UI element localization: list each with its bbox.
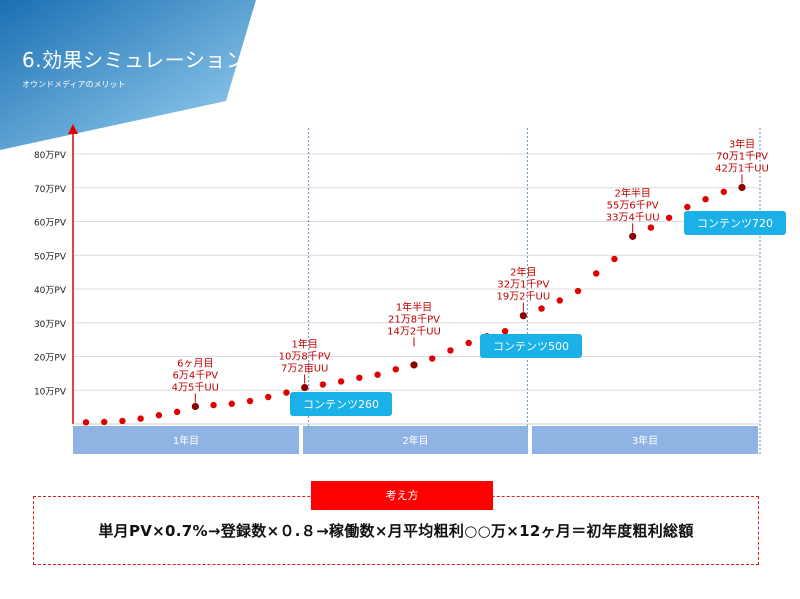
- data-point: [283, 389, 290, 396]
- page-subtitle: オウンドメディアのメリット: [22, 80, 126, 89]
- data-point: [246, 397, 254, 405]
- year-band: [73, 426, 299, 454]
- data-point: [538, 305, 545, 312]
- milestone-label: 70万1千PV: [716, 150, 768, 162]
- y-tick-label: 10万PV: [34, 387, 67, 397]
- y-tick-label: 30万PV: [34, 320, 67, 330]
- content-badge-label: コンテンツ500: [493, 340, 569, 353]
- milestone-label: 32万1千PV: [497, 279, 549, 291]
- year-band-label: 3年目: [632, 434, 658, 447]
- milestone-label: 3年目: [729, 137, 755, 150]
- data-point: [447, 347, 454, 354]
- year-band: [303, 426, 528, 454]
- milestone-label: 6ヶ月目: [177, 357, 213, 369]
- content-badge-label: コンテンツ720: [697, 217, 773, 230]
- content-badge-label: コンテンツ260: [303, 398, 379, 411]
- y-tick-label: 80万PV: [34, 151, 67, 161]
- milestone-label: 1年半目: [396, 300, 432, 313]
- formula-text: 単月PV×0.7%→登録数×０.８→稼働数×月平均粗利○○万×12ヶ月＝初年度粗…: [98, 522, 694, 540]
- milestone-label: 21万8千PV: [388, 313, 440, 325]
- y-tick-label: 70万PV: [34, 185, 67, 195]
- milestone-point: [191, 402, 199, 411]
- data-point: [210, 401, 217, 409]
- milestone-label: 55万6千PV: [607, 199, 659, 211]
- milestone-label: 4万5千UU: [172, 381, 219, 393]
- data-point: [684, 203, 691, 211]
- data-point: [556, 297, 563, 304]
- milestone-point: [410, 361, 418, 369]
- y-tick-label: 40万PV: [34, 286, 67, 296]
- milestone-label: 2年半目: [614, 186, 650, 199]
- data-point: [574, 287, 582, 295]
- data-point: [173, 408, 181, 416]
- data-point: [356, 374, 363, 381]
- data-point: [337, 378, 345, 385]
- content-badge: [684, 211, 786, 235]
- milestone-point: [738, 183, 746, 192]
- data-point: [702, 196, 709, 203]
- data-point: [501, 327, 509, 335]
- milestone-label: 1年目: [291, 338, 317, 351]
- data-point: [319, 381, 327, 388]
- data-point: [665, 214, 673, 221]
- data-point: [647, 224, 655, 231]
- milestone-point: [301, 383, 309, 392]
- header-banner: [0, 0, 256, 150]
- data-point: [155, 412, 163, 419]
- data-point: [374, 371, 381, 378]
- milestone-label: 42万1千UU: [715, 162, 769, 174]
- milestone-label: 2年目: [510, 266, 536, 279]
- y-axis-arrow: [68, 124, 78, 134]
- milestone-label: 19万2千UU: [496, 291, 550, 303]
- data-point: [593, 270, 600, 277]
- page-title: 6.効果シミュレーション: [22, 48, 247, 72]
- milestone-label: 7万2亩UU: [281, 362, 328, 375]
- year-band-label: 2年目: [402, 434, 428, 447]
- data-point: [228, 400, 235, 407]
- y-tick-label: 60万PV: [34, 219, 67, 229]
- data-point: [101, 418, 108, 426]
- y-tick-label: 20万PV: [34, 354, 67, 364]
- data-point: [720, 188, 727, 195]
- data-point: [119, 417, 126, 425]
- data-point: [265, 393, 272, 401]
- data-point: [429, 355, 436, 362]
- y-tick-label: 50万PV: [34, 252, 67, 262]
- pv-simulation-chart: 10万PV 20万PV 30万PV 40万PV 50万PV 60万PV 70万PV 80万PV…: [34, 124, 786, 454]
- data-point: [392, 366, 399, 373]
- content-badge: [290, 392, 392, 416]
- year-band-label: 1年目: [173, 434, 199, 447]
- content-badge: [480, 334, 582, 358]
- milestone-label: 6万4千PV: [173, 369, 219, 381]
- data-point: [465, 339, 472, 347]
- year-band: [532, 426, 758, 454]
- data-point: [82, 419, 90, 426]
- formula-tab: 考え方: [311, 481, 493, 510]
- milestone-point: [629, 232, 637, 240]
- data-point: [137, 415, 144, 422]
- milestone-label: 10万8千PV: [279, 351, 331, 363]
- milestone-label: 14万2千UU: [387, 325, 441, 337]
- milestone-label: 33万4千UU: [606, 211, 660, 223]
- data-point: [611, 255, 618, 263]
- milestone-point: [519, 312, 527, 320]
